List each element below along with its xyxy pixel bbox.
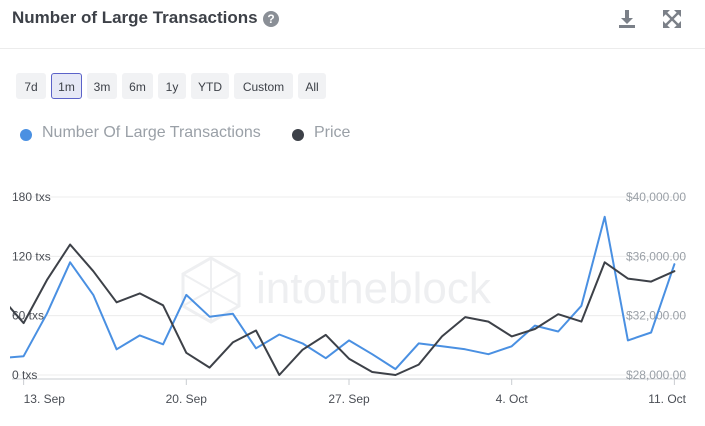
y-left-tick-label: 0 txs <box>12 368 37 382</box>
legend-marker <box>20 129 32 141</box>
series-lines <box>0 215 676 376</box>
y-left-tick-label: 120 txs <box>12 249 51 263</box>
chart-title: Number of Large Transactions <box>12 8 258 27</box>
range-custom-button[interactable]: Custom <box>234 73 293 99</box>
x-tick-label: 13. Sep <box>24 392 66 406</box>
y-right-tick-label: $36,000.00 <box>626 249 686 263</box>
grid-lines <box>12 196 686 380</box>
range-1y-button[interactable]: 1y <box>158 73 186 99</box>
series-line-large-transactions[interactable] <box>0 215 676 371</box>
legend-label: Number Of Large Transactions <box>42 124 261 141</box>
legend-label: Price <box>314 124 351 141</box>
series-line-price[interactable] <box>0 243 676 376</box>
range-6m-button[interactable]: 6m <box>122 73 153 99</box>
legend-marker <box>292 129 304 141</box>
watermark-logo <box>181 256 241 324</box>
range-7d-button[interactable]: 7d <box>16 73 46 99</box>
y-axis-right: $28,000.00$32,000.00$36,000.00$40,000.00 <box>626 190 686 382</box>
download-icon[interactable] <box>616 8 638 30</box>
chart-header: Number of Large Transactions ? <box>0 0 705 49</box>
question-circle-icon[interactable]: ? <box>263 11 279 27</box>
y-right-tick-label: $40,000.00 <box>626 190 686 204</box>
range-all-button[interactable]: All <box>298 73 326 99</box>
expand-glyph <box>663 10 681 28</box>
download-glyph <box>619 10 635 28</box>
range-ytd-button[interactable]: YTD <box>191 73 229 99</box>
watermark: intotheblock <box>181 256 492 324</box>
expand-icon[interactable] <box>661 8 683 30</box>
watermark-text: intotheblock <box>256 264 492 313</box>
x-tick-label: 27. Sep <box>328 392 370 406</box>
x-tick-label: 20. Sep <box>166 392 208 406</box>
x-tick-label: 11. Oct <box>648 392 686 406</box>
x-tick-label: 4. Oct <box>496 392 529 406</box>
y-right-tick-label: $28,000.00 <box>626 368 686 382</box>
range-3m-button[interactable]: 3m <box>87 73 117 99</box>
x-axis: 13. Sep 20. Sep 27. Sep 4. Oct 11. Oct <box>23 379 687 406</box>
range-1m-button[interactable]: 1m <box>51 73 82 99</box>
y-left-tick-label: 180 txs <box>12 190 51 204</box>
